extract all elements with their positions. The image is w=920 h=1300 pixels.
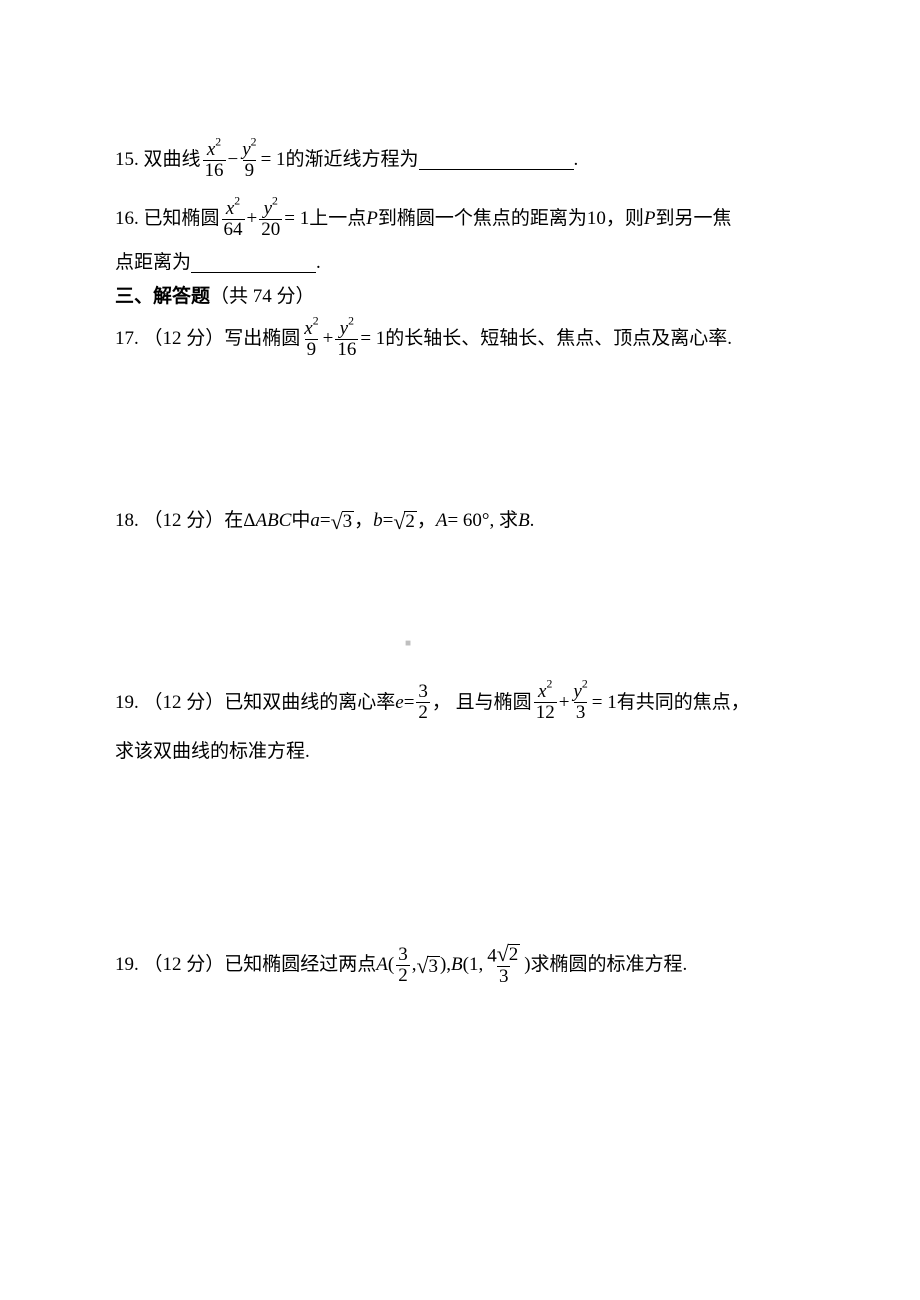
q16-frac2: y2 20 xyxy=(259,199,282,240)
q18-prefix: 18. （12 分）在 xyxy=(115,508,243,535)
q19a-line2: 求该双曲线的标准方程. xyxy=(115,739,805,766)
watermark-icon: ■ xyxy=(405,637,411,651)
question-17: 17. （12 分）写出椭圆 x2 9 + y2 16 = 1 的长轴长、短轴长… xyxy=(115,319,805,360)
q15-frac2: y2 9 xyxy=(240,140,258,181)
q17-prefix: 17. （12 分）写出椭圆 xyxy=(115,326,300,353)
q15-post1: 的渐近线方程为 xyxy=(286,147,419,174)
q15-blank xyxy=(419,150,574,170)
q16-blank xyxy=(191,253,316,273)
q19a-prefix: 19. （12 分）已知双曲线的离心率 xyxy=(115,690,395,717)
question-19b: 19. （12 分）已知椭圆经过两点 A( 3 2 , √3 ), B(1, 4… xyxy=(115,944,805,987)
question-18: 18. （12 分）在 ΔABC 中 a = √3 ， b = √2 ， A =… xyxy=(115,508,805,535)
q15-number: 15. xyxy=(115,147,144,174)
q17-frac2: y2 16 xyxy=(335,319,358,360)
q16-line1: 16. 已知椭圆 x2 64 + y2 20 = 1 上一点 P 到椭圆一个焦点… xyxy=(115,199,805,240)
page: 15. 双曲线 x2 16 − y2 9 = 1 的渐近线方程为 . 16. 已… xyxy=(0,0,920,1300)
q17-line: 17. （12 分）写出椭圆 x2 9 + y2 16 = 1 的长轴长、短轴长… xyxy=(115,319,805,360)
q19b-fracB: 4√2 3 xyxy=(485,944,522,987)
q15-pre: 双曲线 xyxy=(144,147,201,174)
q19b-fracA: 3 2 xyxy=(396,945,410,986)
q16-pre: 已知椭圆 xyxy=(144,206,220,233)
q15-period: . xyxy=(574,147,579,174)
q19b-line: 19. （12 分）已知椭圆经过两点 A( 3 2 , √3 ), B(1, 4… xyxy=(115,944,805,987)
var-P1: P xyxy=(366,206,378,233)
question-19a: 19. （12 分）已知双曲线的离心率 e = 3 2 ， 且与椭圆 x2 12… xyxy=(115,682,805,765)
question-16: 16. 已知椭圆 x2 64 + y2 20 = 1 上一点 P 到椭圆一个焦点… xyxy=(115,199,805,276)
section-3-tail: （共 74 分） xyxy=(210,286,315,307)
q19b-prefix: 19. （12 分）已知椭圆经过两点 xyxy=(115,952,376,979)
q19a-frac-e: 3 2 xyxy=(416,682,430,723)
q15-op1: − xyxy=(228,147,239,174)
q18-line: 18. （12 分）在 ΔABC 中 a = √3 ， b = √2 ， A =… xyxy=(115,508,805,535)
q15-line: 15. 双曲线 x2 16 − y2 9 = 1 的渐近线方程为 . xyxy=(115,140,805,181)
q16-frac1: x2 64 xyxy=(222,199,245,240)
sqrt-2b: √2 xyxy=(497,944,521,964)
q19a-frac2: y2 3 xyxy=(571,682,589,723)
q19a-line1: 19. （12 分）已知双曲线的离心率 e = 3 2 ， 且与椭圆 x2 12… xyxy=(115,682,805,723)
spacer-17-18 xyxy=(115,368,805,508)
sqrt-3a: √3 xyxy=(331,511,355,531)
q17-frac1: x2 9 xyxy=(302,319,320,360)
sqrt-3b: √3 xyxy=(416,956,440,976)
sqrt-2: √2 xyxy=(393,511,417,531)
q16-number: 16. xyxy=(115,206,144,233)
spacer-18-19: ■ xyxy=(115,542,805,682)
spacer-19a-19b xyxy=(115,774,805,944)
section-3-header: 三、解答题（共 74 分） xyxy=(115,284,805,311)
q15-eq: = 1 xyxy=(261,147,286,174)
q16-line2: 点距离为 . xyxy=(115,250,805,277)
section-3-title: 三、解答题 xyxy=(115,286,210,307)
q15-frac1: x2 16 xyxy=(203,140,226,181)
question-15: 15. 双曲线 x2 16 − y2 9 = 1 的渐近线方程为 . xyxy=(115,140,805,181)
var-P2: P xyxy=(644,206,656,233)
q19a-frac1: x2 12 xyxy=(534,682,557,723)
